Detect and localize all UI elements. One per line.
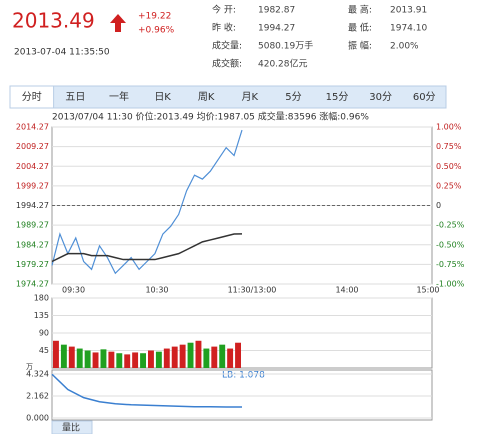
tab[interactable]: 周K <box>198 91 215 103</box>
stat-label: 今 开: <box>212 4 236 16</box>
y2-tick-label: 0.50% <box>436 162 462 171</box>
y-tick-label: 2004.27 <box>16 162 49 171</box>
tab[interactable]: 日K <box>154 92 171 103</box>
volume-bar <box>84 350 91 368</box>
y2-tick-label: 0.25% <box>436 181 462 190</box>
stat-label: 昨 收: <box>212 22 236 34</box>
y-tick-label: 2.162 <box>26 392 49 401</box>
stat-value: 420.28亿元 <box>258 58 308 70</box>
average-line <box>51 233 243 263</box>
volume-bar <box>124 354 131 368</box>
volume-bar <box>108 351 115 368</box>
stat-label: 最 高: <box>348 4 372 16</box>
volume-bar <box>227 348 234 368</box>
volume-bar <box>179 344 186 368</box>
volume-bar <box>195 340 202 368</box>
y-tick-label: 1984.27 <box>16 240 49 249</box>
y-tick-label: 2009.27 <box>16 142 49 151</box>
tab[interactable]: 30分 <box>369 91 392 103</box>
volume-bar <box>100 349 107 368</box>
y-tick-label: 1979.27 <box>16 260 49 269</box>
ratio-line <box>51 373 243 408</box>
change: +19.22 <box>138 12 171 22</box>
stat-value: 1982.87 <box>258 6 295 16</box>
x-tick-label: 10:30 <box>145 286 168 295</box>
stat-label: 成交量: <box>212 40 242 52</box>
y-tick-label: 90 <box>39 329 49 338</box>
y-tick-label: 45 <box>39 346 49 355</box>
x-tick-label: 14:00 <box>335 286 358 295</box>
up-arrow <box>110 14 126 32</box>
tab[interactable]: 60分 <box>413 91 436 103</box>
change-pct: +0.96% <box>138 26 175 36</box>
y2-tick-label: -1.00% <box>436 280 465 289</box>
info-line: 2013/07/04 11:30 价位:2013.49 均价:1987.05 成… <box>52 111 369 123</box>
volume-bar <box>116 353 123 368</box>
tab[interactable]: 一年 <box>109 90 129 103</box>
y-tick-label: 1994.27 <box>16 201 49 210</box>
price-line <box>51 129 243 275</box>
volume-bar <box>163 348 170 368</box>
y-tick-label: 0.000 <box>26 414 49 423</box>
stat-label: 成交额: <box>212 58 242 70</box>
ratio-tab-label[interactable]: 量比 <box>62 422 80 434</box>
volume-bar <box>132 352 139 368</box>
volume-bar <box>211 346 218 368</box>
y-tick-label: 1999.27 <box>16 181 49 190</box>
stat-value: 2.00% <box>390 42 419 52</box>
tab-selected[interactable] <box>9 85 55 109</box>
tab[interactable]: 15分 <box>326 91 349 103</box>
stat-value: 5080.19万手 <box>258 40 313 52</box>
x-tick-label: 15:00 <box>416 286 439 295</box>
volume-bar <box>155 351 162 368</box>
y-tick-label: 1974.27 <box>16 280 49 289</box>
y2-tick-label: 0 <box>436 201 441 210</box>
y2-tick-label: -0.75% <box>436 260 465 269</box>
volume-bar <box>60 344 67 368</box>
volume-bar <box>53 340 59 368</box>
volume-bar <box>76 348 83 368</box>
stat-value: 2013.91 <box>390 6 427 16</box>
stat-value: 1974.10 <box>390 24 427 34</box>
y2-tick-label: -0.50% <box>436 240 465 249</box>
price: 2013.49 <box>12 9 95 33</box>
volume-bar <box>171 346 178 368</box>
volume-bar <box>235 342 241 368</box>
lb-label: LB: 1.078 <box>222 371 265 381</box>
volume-bar <box>219 344 226 368</box>
y2-tick-label: -0.25% <box>436 221 465 230</box>
y-tick-label: 4.324 <box>26 370 49 379</box>
tab[interactable]: 5分 <box>285 91 301 103</box>
datetime: 2013-07-04 11:35:50 <box>14 48 110 58</box>
stat-label: 最 低: <box>348 22 372 34</box>
volume-bar <box>187 342 194 368</box>
volume-bar <box>140 353 146 368</box>
y-tick-label: 1989.27 <box>16 221 49 230</box>
y-tick-label: 135 <box>34 311 49 320</box>
ratio-tab[interactable] <box>51 420 93 434</box>
volume-bar <box>68 346 75 368</box>
stat-value: 1994.27 <box>258 24 295 34</box>
x-tick-label: 11:30/13:00 <box>228 286 277 295</box>
volume-bar <box>203 348 210 368</box>
stat-label: 振 幅: <box>348 40 372 52</box>
y-tick-label: 2014.27 <box>16 123 49 132</box>
volume-bar <box>148 350 154 368</box>
x-tick-label: 09:30 <box>62 286 85 295</box>
y2-tick-label: 0.75% <box>436 142 462 151</box>
volume-unit: 万 <box>26 363 33 371</box>
ratio-frame <box>51 369 433 421</box>
tab[interactable]: 五日 <box>65 92 85 103</box>
volume-bar <box>92 352 99 368</box>
tab[interactable]: 分时 <box>22 91 42 103</box>
y2-tick-label: 1.00% <box>436 123 462 132</box>
tab[interactable]: 月K <box>242 91 259 103</box>
y-tick-label: 180 <box>34 294 49 303</box>
